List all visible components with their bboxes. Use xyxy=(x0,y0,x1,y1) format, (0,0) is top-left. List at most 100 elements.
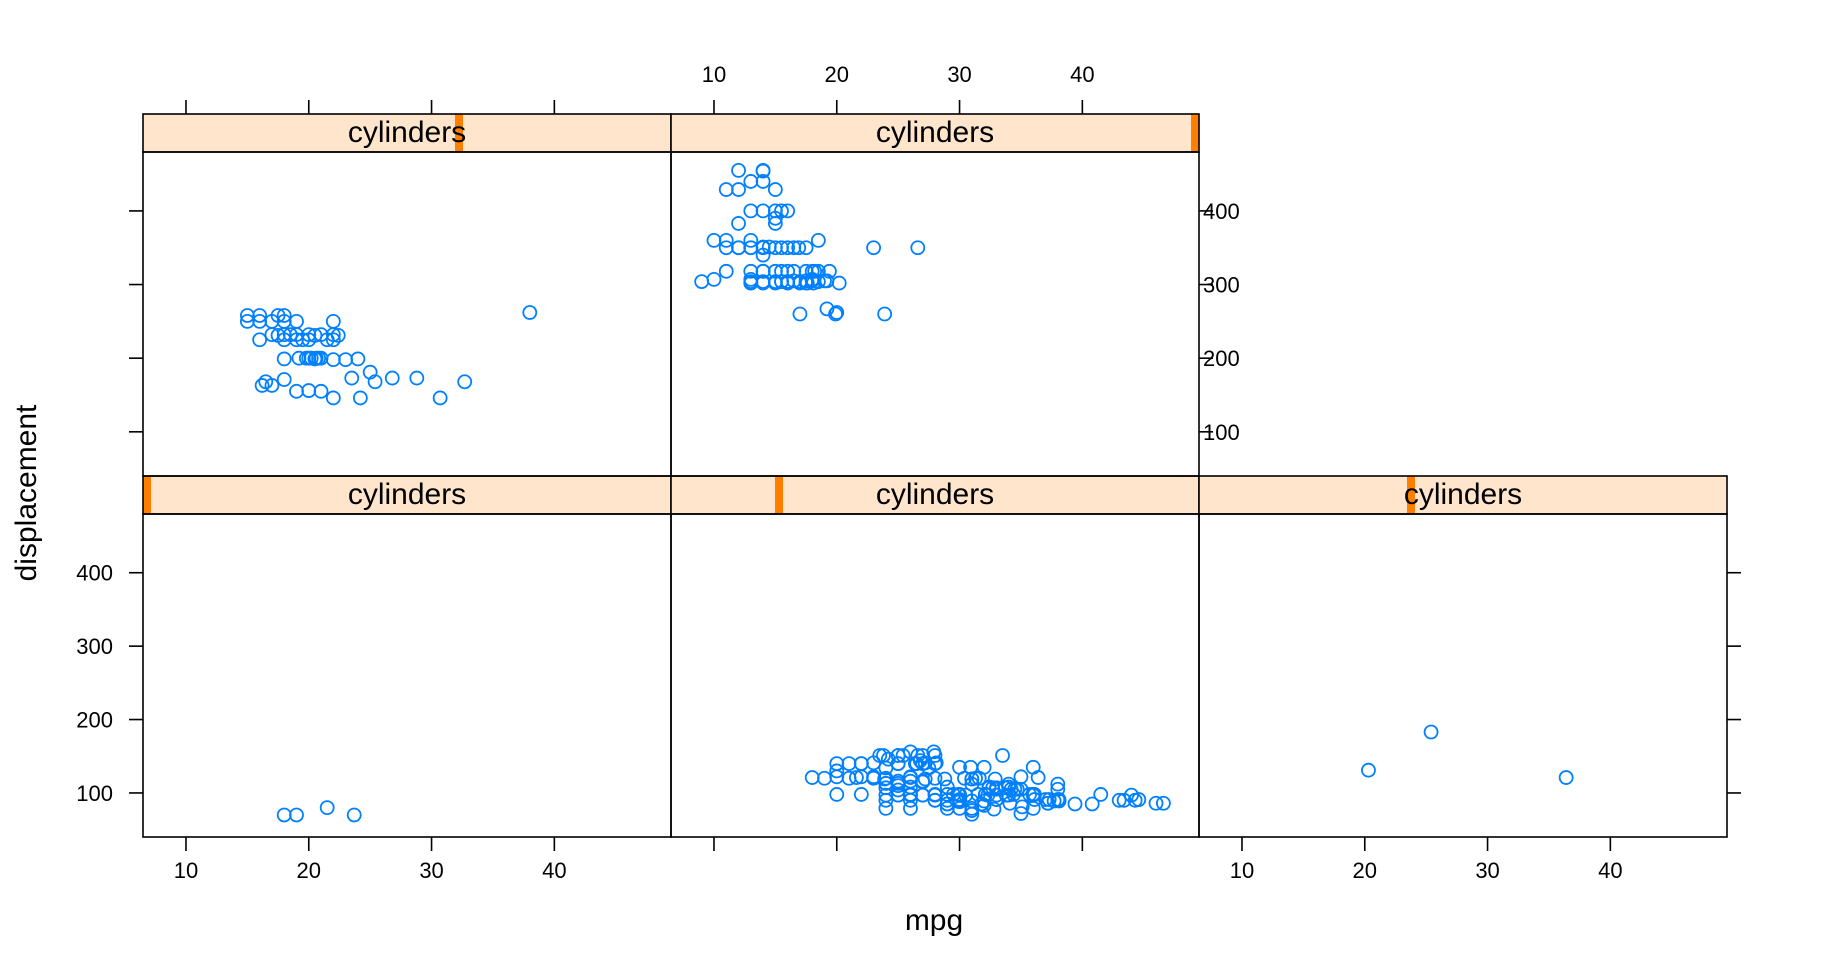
data-point xyxy=(915,787,931,803)
data-point xyxy=(792,306,808,322)
panel-cylinders-5: cylinders xyxy=(1198,475,1728,838)
data-point xyxy=(767,182,783,197)
data-point xyxy=(872,748,888,763)
data-point xyxy=(829,763,845,779)
data-point xyxy=(910,240,926,256)
data-point xyxy=(853,769,869,785)
data-point xyxy=(1558,770,1574,785)
strip-bg xyxy=(1199,476,1727,514)
data-point xyxy=(853,756,869,771)
strip-bg xyxy=(671,114,1199,152)
data-point xyxy=(1003,781,1019,797)
data-point xyxy=(276,807,292,823)
data-point xyxy=(912,753,928,769)
data-point xyxy=(258,374,274,390)
panel-cylinders-4: cylinders xyxy=(670,475,1200,838)
x-axis-title: mpg xyxy=(905,904,963,937)
data-point xyxy=(986,801,1002,817)
data-point xyxy=(917,771,933,787)
data-point xyxy=(325,352,341,368)
strip-label: cylinders xyxy=(348,478,466,511)
data-point xyxy=(1025,759,1041,775)
data-point xyxy=(939,787,955,802)
data-point xyxy=(780,203,796,219)
data-point xyxy=(743,203,759,219)
strip-bg xyxy=(143,476,671,514)
x-tick-label: 40 xyxy=(1598,858,1622,883)
data-point xyxy=(313,383,329,399)
data-point xyxy=(807,263,823,279)
data-point xyxy=(367,374,383,390)
panel-border xyxy=(142,513,672,838)
y-tick-label: 100 xyxy=(1203,420,1240,445)
data-point xyxy=(694,274,710,290)
x-tick-label: 30 xyxy=(947,62,971,87)
data-point xyxy=(755,203,771,219)
data-point xyxy=(718,263,734,279)
data-point xyxy=(295,332,311,348)
data-point xyxy=(841,756,857,771)
data-point xyxy=(810,274,826,290)
data-point xyxy=(731,240,746,256)
strip-level-marker xyxy=(1407,476,1415,514)
data-point xyxy=(311,350,326,366)
data-point xyxy=(522,305,538,320)
data-point xyxy=(432,390,448,406)
data-point xyxy=(346,807,362,823)
data-point xyxy=(987,771,1003,787)
data-point xyxy=(903,769,918,785)
data-point xyxy=(817,770,832,786)
strip-bg xyxy=(671,476,1199,514)
data-point xyxy=(939,800,955,816)
y-tick-label: 200 xyxy=(76,708,113,733)
data-point xyxy=(819,301,835,317)
data-point xyxy=(1124,787,1139,803)
data-point xyxy=(1361,762,1376,778)
data-point xyxy=(853,787,869,802)
y-tick-label: 200 xyxy=(1203,346,1240,371)
data-point xyxy=(270,308,286,323)
x-tick-label: 40 xyxy=(1070,62,1094,87)
x-tick-label: 40 xyxy=(542,858,566,883)
data-point xyxy=(319,332,335,348)
data-point xyxy=(1067,796,1083,812)
data-point xyxy=(829,305,845,320)
data-point xyxy=(276,351,292,367)
data-point xyxy=(1013,769,1029,785)
data-point xyxy=(338,352,354,368)
data-point xyxy=(780,274,796,290)
data-point xyxy=(927,792,943,808)
data-point xyxy=(1111,792,1127,808)
data-point xyxy=(828,306,843,322)
data-point xyxy=(876,748,891,763)
data-point xyxy=(706,271,722,287)
data-point xyxy=(1050,776,1066,792)
strip-label: cylinders xyxy=(876,116,994,149)
data-point xyxy=(968,770,983,786)
strip-level-marker xyxy=(455,114,463,152)
data-point xyxy=(810,232,826,248)
data-point xyxy=(988,787,1004,803)
data-point xyxy=(291,350,307,366)
data-point xyxy=(276,308,292,323)
data-point xyxy=(350,351,366,367)
data-point xyxy=(301,383,317,398)
data-point xyxy=(903,787,918,803)
strip-level-marker xyxy=(775,476,783,514)
y-axis-title: displacement xyxy=(10,404,43,581)
data-point xyxy=(1084,796,1100,812)
panel-cylinders-6: cylinders xyxy=(142,113,672,477)
data-point xyxy=(903,779,918,795)
x-tick-label: 30 xyxy=(419,858,443,883)
x-tick-label: 10 xyxy=(1230,858,1254,883)
data-point xyxy=(276,372,292,387)
data-point xyxy=(743,232,759,248)
strip-level-marker xyxy=(1191,114,1199,152)
data-point xyxy=(289,332,304,348)
data-point xyxy=(731,216,746,231)
data-point xyxy=(731,182,746,197)
data-point xyxy=(344,370,360,386)
panel-cylinders-8: cylinders xyxy=(670,113,1200,477)
data-point xyxy=(755,163,771,179)
